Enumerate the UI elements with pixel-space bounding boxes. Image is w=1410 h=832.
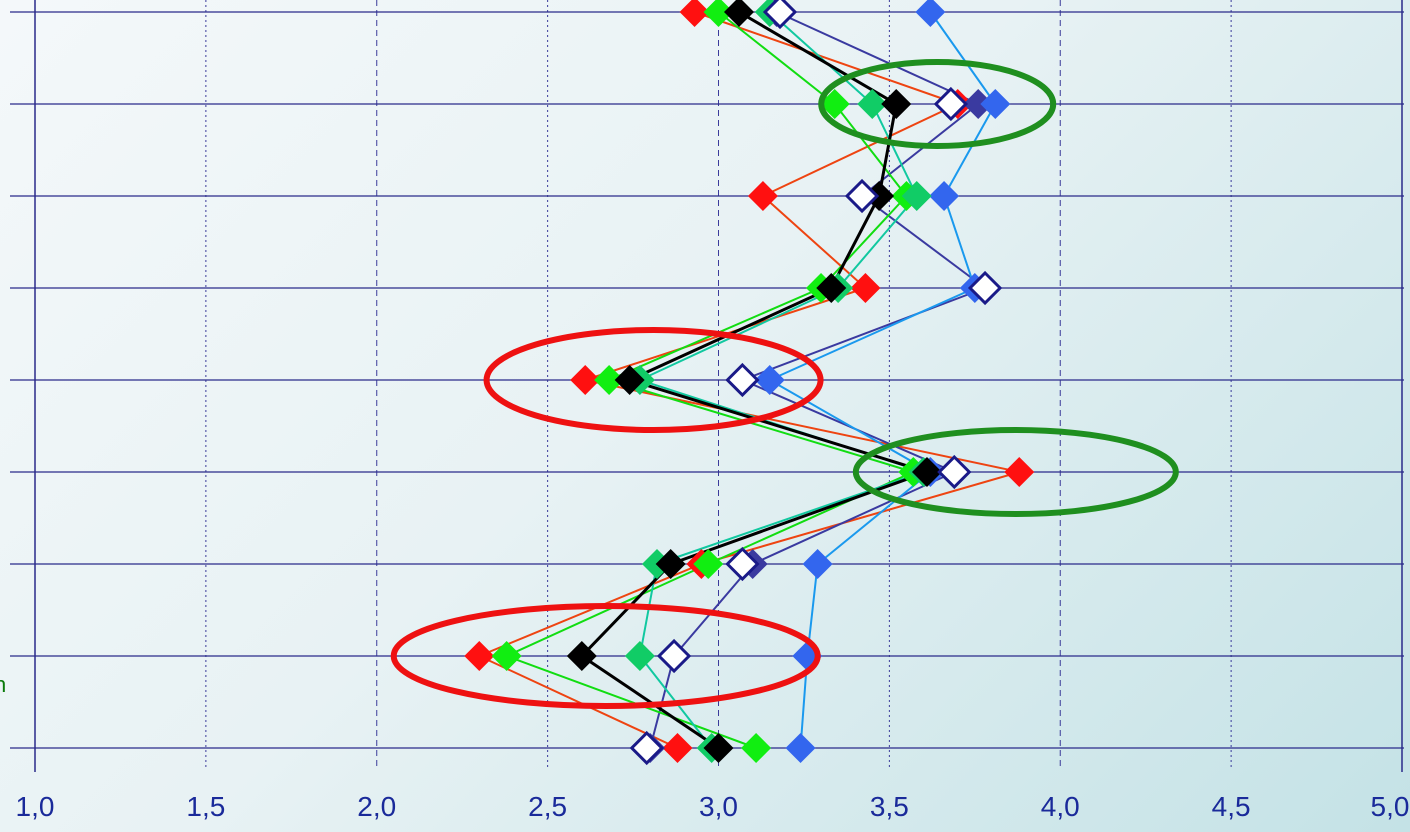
series-markers (464, 0, 1035, 766)
data-point-marker (629, 730, 664, 766)
data-point-marker (980, 89, 1011, 119)
data-point-marker (741, 733, 772, 763)
x-tick-label: 3,5 (870, 791, 909, 822)
data-point-marker (1004, 457, 1035, 487)
data-point-marker (594, 365, 625, 395)
data-point-marker (911, 457, 942, 487)
data-point-marker (656, 638, 692, 674)
data-point-marker (655, 549, 686, 579)
horizontal-gridlines (10, 11, 1404, 749)
x-tick-label: 3,0 (699, 791, 738, 822)
x-tick-label: 4,5 (1212, 791, 1251, 822)
x-tick-label: 2,0 (357, 791, 396, 822)
data-point-marker (844, 178, 880, 214)
data-point-marker (929, 181, 960, 211)
data-point-marker (662, 733, 693, 763)
x-tick-label: 2,5 (528, 791, 567, 822)
data-point-marker (915, 0, 946, 27)
data-point-marker (624, 641, 655, 671)
annotation-ellipse (852, 427, 1179, 517)
data-point-marker (725, 546, 760, 582)
data-point-marker (967, 270, 1003, 306)
data-point-marker (963, 89, 994, 119)
data-point-marker (816, 273, 847, 303)
data-point-marker (693, 549, 724, 579)
data-point-marker (566, 641, 597, 671)
data-point-marker (703, 0, 734, 27)
annotation-ellipses (390, 59, 1179, 709)
x-tick-labels: 1,0 1,5 2,0 2,5 3,0 3,5 4,0 4,5 5,0 (16, 791, 1410, 822)
data-point-marker (901, 181, 932, 211)
data-point-marker (857, 89, 888, 119)
x-tick-label: 4,0 (1041, 791, 1080, 822)
x-tick-label: 1,5 (186, 791, 225, 822)
x-tick-label: 5,0 (1371, 791, 1410, 822)
annotation-ellipse (483, 327, 824, 433)
data-point-marker (754, 365, 785, 395)
data-point-marker (679, 0, 710, 27)
data-point-marker (802, 549, 833, 579)
data-point-marker (933, 86, 969, 122)
annotation-ellipse (818, 59, 1057, 149)
axes (34, 0, 1403, 772)
data-point-marker (819, 89, 850, 119)
annotation-ellipse (390, 603, 821, 709)
data-point-marker (725, 362, 760, 398)
data-point-marker (491, 641, 522, 671)
side-label: n (0, 672, 6, 697)
data-point-marker (747, 181, 778, 211)
data-point-marker (464, 641, 495, 671)
x-tick-label: 1,0 (16, 791, 55, 822)
data-point-marker (570, 365, 601, 395)
data-point-marker (850, 273, 881, 303)
data-point-marker (881, 89, 912, 119)
data-point-marker (785, 733, 816, 763)
data-point-marker (724, 0, 755, 27)
data-point-marker (614, 365, 645, 395)
data-point-marker (703, 733, 734, 763)
data-point-marker (937, 454, 972, 490)
data-point-marker (762, 0, 798, 30)
